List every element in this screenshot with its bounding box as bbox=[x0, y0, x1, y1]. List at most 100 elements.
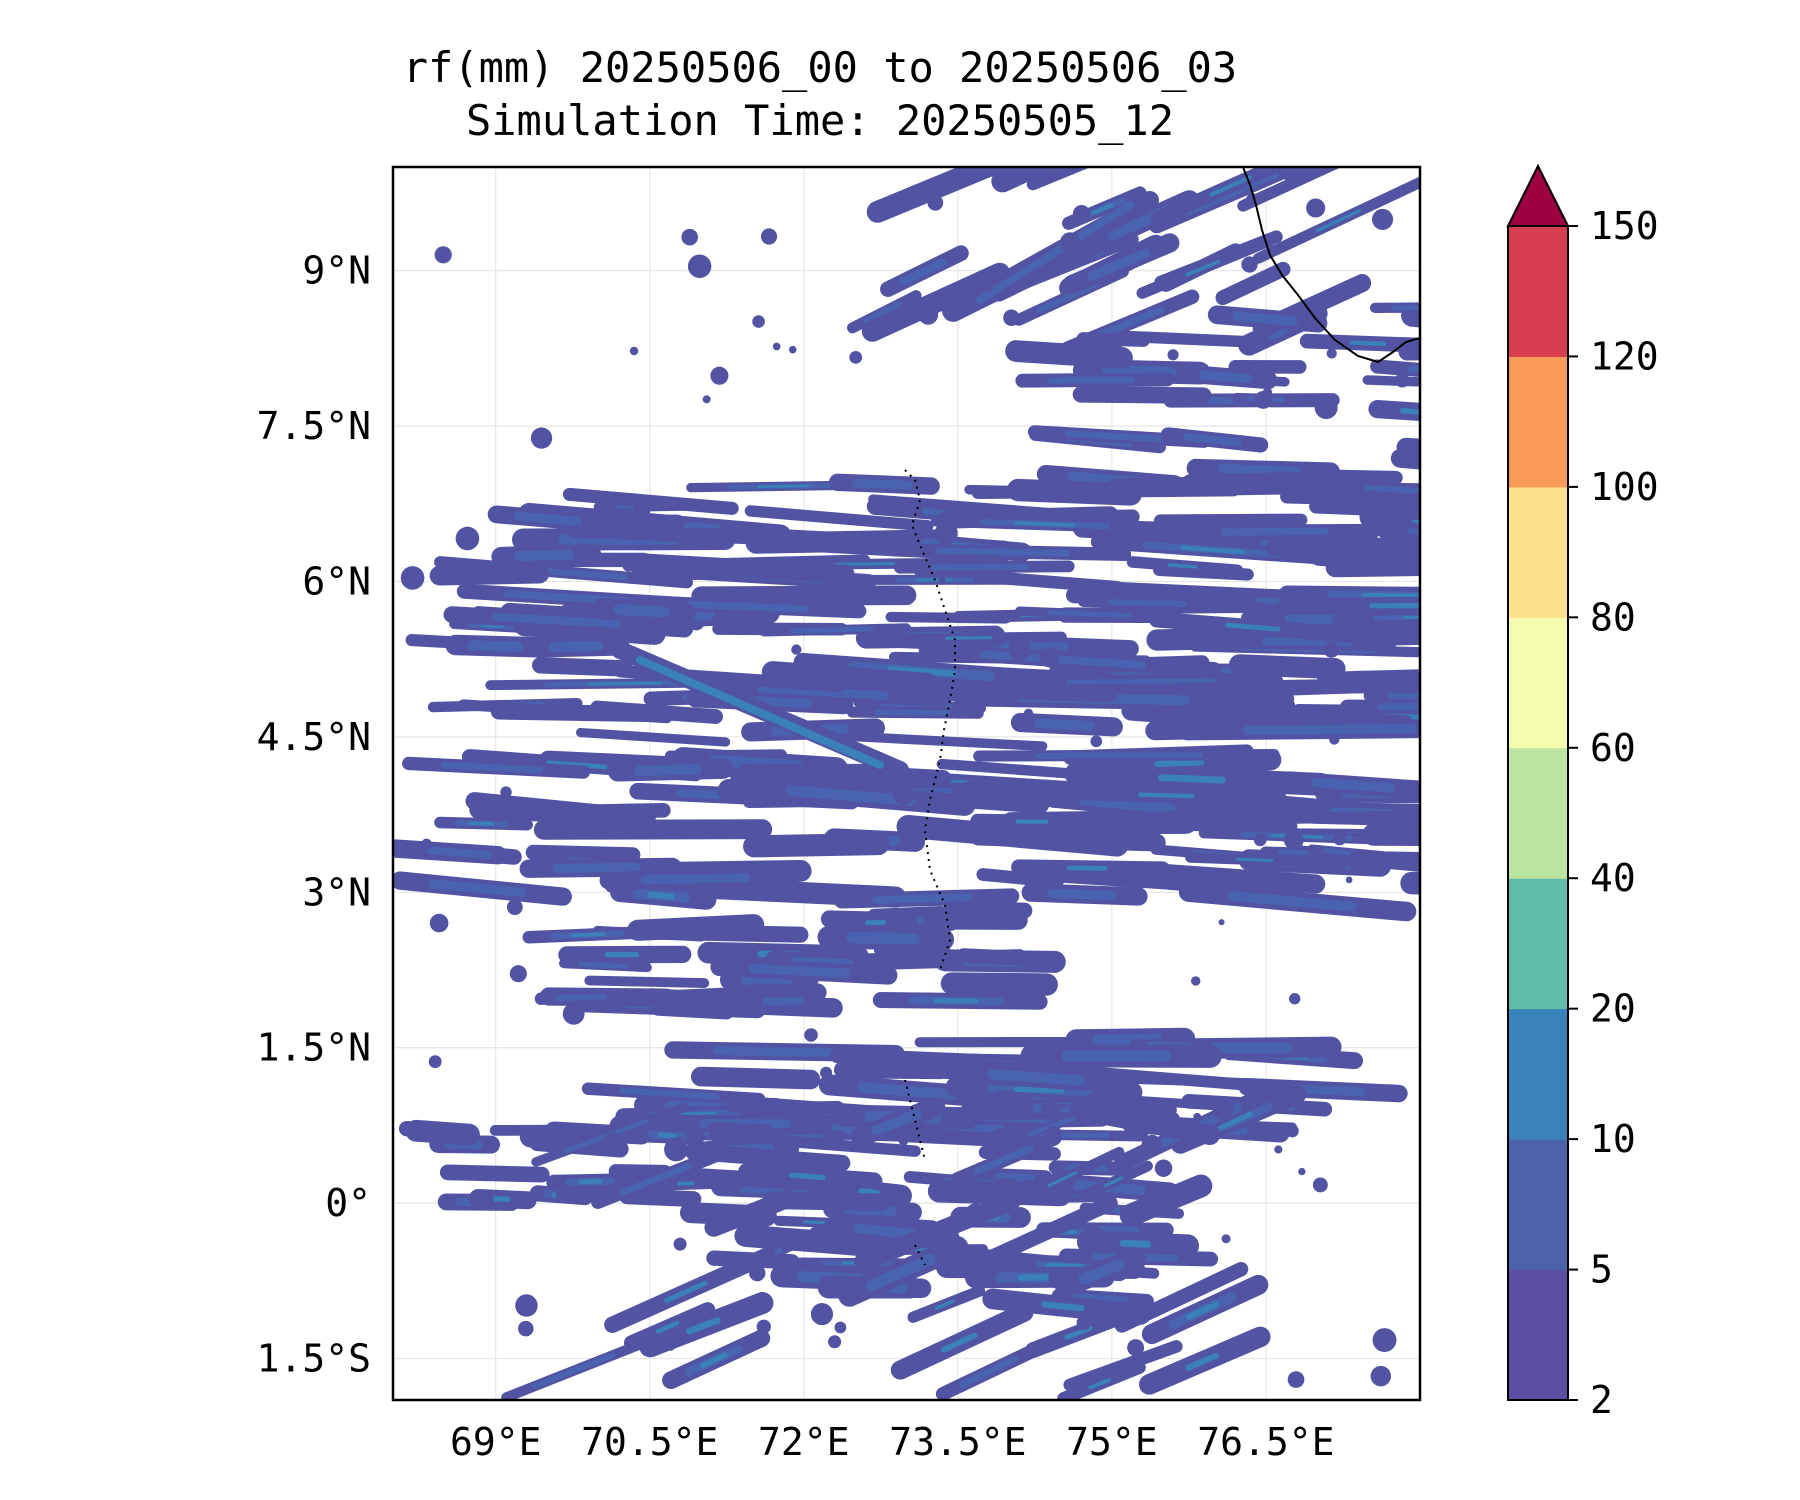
rain-streak bbox=[704, 1189, 798, 1237]
rain-streak bbox=[1218, 1111, 1253, 1130]
lon-tick-label: 69°E bbox=[450, 1420, 542, 1464]
rain-cell bbox=[849, 350, 863, 364]
rain-streak bbox=[1114, 1261, 1249, 1333]
rain-cell bbox=[1254, 390, 1273, 409]
rain-cell bbox=[428, 1055, 442, 1069]
colorbar-segment bbox=[1508, 878, 1568, 1010]
rain-streak bbox=[1319, 480, 1420, 497]
colorbar-tick-label: 150 bbox=[1590, 204, 1659, 248]
rain-streak bbox=[1339, 619, 1420, 631]
rain-streak bbox=[744, 505, 934, 532]
rain-cell bbox=[687, 254, 712, 278]
rain-cell bbox=[1274, 1145, 1283, 1154]
rain-cell bbox=[1288, 993, 1301, 1005]
rain-streak bbox=[1307, 543, 1420, 575]
rain-cell bbox=[749, 1264, 766, 1282]
coastline bbox=[904, 167, 1420, 1266]
rain-streak bbox=[851, 478, 913, 490]
colorbar-tick-label: 80 bbox=[1590, 595, 1636, 639]
rain-streak bbox=[1070, 1100, 1220, 1145]
rain-cell bbox=[834, 1321, 847, 1334]
longitude-tick-labels: 69°E 70.5°E 72°E 73.5°E 75°E 76.5°E bbox=[450, 1420, 1335, 1464]
rain-streak bbox=[1441, 318, 1519, 325]
rain-cell bbox=[1066, 1032, 1078, 1045]
rain-streak bbox=[870, 1109, 922, 1136]
rain-cell bbox=[665, 1340, 676, 1351]
rain-cell bbox=[421, 838, 432, 850]
rain-streak bbox=[619, 1188, 702, 1208]
rain-streak bbox=[1014, 1085, 1065, 1094]
rain-streak bbox=[898, 258, 947, 286]
rain-cell bbox=[1076, 1315, 1092, 1331]
rain-streak bbox=[945, 636, 993, 640]
rain-cell bbox=[1253, 833, 1267, 847]
rain-cell bbox=[702, 395, 711, 404]
rain-streak bbox=[1041, 1301, 1085, 1312]
rain-cell bbox=[1394, 372, 1410, 388]
map-title-line-1: rf(mm) 20250506_00 to 20250506_03 bbox=[402, 43, 1238, 92]
rain-cell bbox=[1008, 638, 1031, 661]
rain-streak bbox=[491, 612, 622, 628]
rain-cell bbox=[1115, 774, 1127, 786]
rain-streak bbox=[1361, 593, 1420, 600]
colorbar-segment bbox=[1508, 1008, 1568, 1140]
rain-cell bbox=[1283, 829, 1304, 850]
rain-cell bbox=[1240, 536, 1248, 544]
rain-cell bbox=[400, 566, 425, 590]
rain-streak bbox=[713, 1046, 845, 1058]
rain-cell bbox=[1193, 1112, 1202, 1121]
rain-cell bbox=[673, 1237, 687, 1251]
lon-tick-label: 75°E bbox=[1066, 1420, 1158, 1464]
colorbar-segment bbox=[1508, 1139, 1568, 1271]
rain-streak bbox=[748, 963, 851, 978]
rain-streak bbox=[940, 1332, 978, 1353]
lat-tick-label: 1.5°S bbox=[257, 1337, 371, 1381]
rain-streak bbox=[1353, 131, 1395, 150]
rain-cell bbox=[828, 1335, 842, 1349]
rain-cell bbox=[562, 1002, 585, 1025]
colorbar-segment bbox=[1508, 356, 1568, 488]
rain-streak bbox=[613, 604, 670, 618]
rain-streak bbox=[803, 1220, 825, 1225]
rain-streak bbox=[1158, 774, 1226, 784]
rain-streak bbox=[1373, 614, 1420, 621]
rain-streak bbox=[619, 1087, 720, 1100]
rain-streak bbox=[1369, 302, 1420, 314]
lat-tick-label: 6°N bbox=[302, 559, 371, 603]
rain-streak bbox=[546, 760, 608, 770]
rain-streak bbox=[707, 1122, 773, 1136]
rain-streak bbox=[934, 1299, 955, 1310]
rain-cell bbox=[737, 1072, 746, 1081]
rain-streak bbox=[1407, 365, 1420, 374]
rain-streak bbox=[1199, 370, 1253, 384]
rain-cell bbox=[1127, 1339, 1145, 1357]
rain-streak bbox=[790, 626, 874, 634]
rain-streak bbox=[632, 557, 819, 582]
rain-streak bbox=[640, 873, 750, 885]
rain-cell bbox=[1345, 876, 1353, 884]
rain-cell bbox=[506, 899, 523, 916]
rain-streak bbox=[1386, 692, 1420, 700]
rain-streak bbox=[987, 1069, 1086, 1086]
rain-cell bbox=[829, 1048, 845, 1064]
rain-streak bbox=[709, 1130, 921, 1157]
colorbar-tick-label: 10 bbox=[1590, 1117, 1636, 1161]
rain-streak bbox=[1396, 437, 1420, 458]
rain-cell bbox=[1285, 1124, 1299, 1138]
rain-streak bbox=[663, 1280, 708, 1304]
rain-streak bbox=[405, 1119, 480, 1146]
rain-streak bbox=[1082, 150, 1117, 164]
rain-cell bbox=[788, 345, 797, 354]
rain-streak bbox=[757, 484, 809, 489]
india-coastline bbox=[1242, 167, 1420, 364]
rain-streak bbox=[578, 961, 629, 969]
rain-streak bbox=[874, 709, 950, 716]
rain-cell bbox=[603, 1132, 623, 1152]
rain-streak bbox=[958, 1355, 1019, 1389]
rain-streak bbox=[513, 511, 583, 526]
rain-cell bbox=[633, 804, 652, 823]
rain-cell bbox=[1072, 204, 1091, 223]
rain-streak bbox=[1284, 167, 1339, 187]
lat-tick-label: 3°N bbox=[302, 870, 371, 914]
colorbar-tick-label: 5 bbox=[1590, 1248, 1613, 1292]
